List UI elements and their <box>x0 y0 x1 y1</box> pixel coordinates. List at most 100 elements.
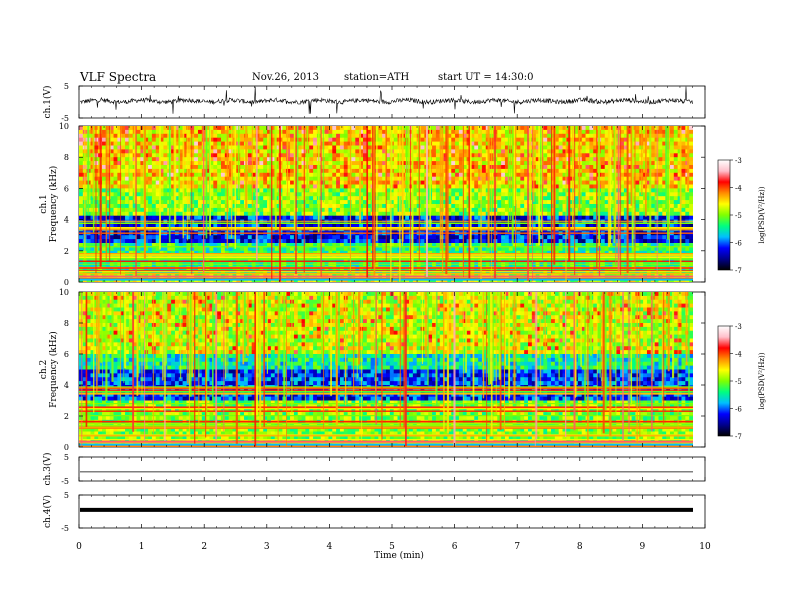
spectrogram-cell <box>190 176 195 181</box>
spectrogram-cell <box>301 153 306 158</box>
spectrogram-cell <box>343 196 349 201</box>
spectrogram-cell <box>125 188 130 193</box>
spectrogram-cell <box>148 161 153 166</box>
spectrogram-cell <box>132 219 137 224</box>
spectrogram-cell <box>662 176 667 181</box>
spectrogram-cell <box>301 126 306 131</box>
spectrogram-cell <box>531 219 537 224</box>
spectrogram-cell <box>267 207 272 213</box>
spectrogram-cell <box>669 137 675 142</box>
spectrogram-cell <box>217 168 222 174</box>
spectrogram-cell <box>355 204 360 209</box>
spectrogram-cell <box>339 200 345 205</box>
spectrogram-cell <box>574 126 579 131</box>
spectrogram-cell <box>313 200 318 205</box>
spectrogram-cell <box>524 192 529 197</box>
spectrogram-cell <box>581 126 586 131</box>
spectrogram-cell <box>451 184 456 189</box>
spectrogram-cell <box>182 235 187 240</box>
spectrogram-cell <box>620 188 625 193</box>
spectrogram-cell <box>543 153 548 158</box>
spectrogram-cell <box>382 235 387 240</box>
spectrogram-cell <box>136 129 141 135</box>
spectrogram-cell <box>478 141 483 146</box>
spectrogram-cell <box>339 145 345 150</box>
spectrogram-cell <box>558 196 563 201</box>
spectrogram-cell <box>282 204 287 209</box>
spectrogram-cell <box>347 180 352 185</box>
spectrogram-cell <box>159 172 164 178</box>
spectrogram-cell <box>182 200 187 205</box>
spectrogram-cell <box>355 176 360 181</box>
spectrogram-cell <box>504 161 510 166</box>
spectrogram-cell <box>604 176 609 181</box>
spectrogram-cell <box>109 129 114 135</box>
spectrogram-cell <box>217 211 222 217</box>
spectrogram-cell <box>389 204 395 209</box>
spectrogram-cell <box>79 141 84 146</box>
spectrogram-cell <box>151 133 157 139</box>
spectrogram-cell <box>562 180 567 185</box>
spectrogram-cell <box>439 235 444 240</box>
spectrogram-cell <box>600 153 606 158</box>
station-label: station=ATH <box>344 72 410 83</box>
spectrogram-cell <box>627 145 632 150</box>
spectrogram-cell <box>497 204 502 209</box>
spectrogram-cell <box>90 223 95 228</box>
spectrogram-cell <box>151 161 157 166</box>
spectrogram-cell <box>159 219 164 224</box>
spectrogram-cell <box>144 243 149 248</box>
spectrogram-cell <box>386 223 391 228</box>
spectrogram-cell <box>240 200 245 205</box>
spectrogram-cell <box>562 204 567 209</box>
spectrogram-cell <box>313 133 318 139</box>
spectrogram-cell <box>650 184 656 189</box>
spectrogram-cell <box>673 129 679 135</box>
spectrogram-cell <box>620 184 625 189</box>
spectrogram-cell <box>654 243 659 248</box>
spectrogram-cell <box>535 157 540 162</box>
spectrogram-cell <box>339 149 345 154</box>
spectrogram-cell <box>462 137 467 142</box>
spectrogram-cell <box>301 196 306 201</box>
spectrogram-cell <box>409 137 414 142</box>
spectrogram-cell <box>447 165 452 170</box>
spectrogram-cell <box>623 192 629 197</box>
spectrogram-cell <box>366 168 372 174</box>
spectrogram-cell <box>217 243 222 248</box>
spectrogram-cell <box>409 157 414 162</box>
spectrogram-cell <box>274 129 279 135</box>
spectrogram-cell <box>290 207 295 213</box>
spectrogram-cell <box>558 137 563 142</box>
spectrogram-cell <box>174 207 180 213</box>
spectrogram-cell <box>462 145 467 150</box>
spectrogram-cell <box>646 168 652 174</box>
spectrogram-cell <box>654 223 659 228</box>
spectrogram-cell <box>478 180 483 185</box>
spectrogram-cell <box>171 196 176 201</box>
spectrogram-cell <box>554 153 560 158</box>
spectrogram-cell <box>393 239 398 244</box>
spectrogram-cell <box>585 239 590 244</box>
spectrogram-cell <box>213 211 218 217</box>
spectrogram-cell <box>458 180 464 185</box>
spectrogram-cell <box>386 184 391 189</box>
spectrogram-cell <box>504 157 510 162</box>
spectrogram-cell <box>136 200 141 205</box>
start-time-label: start UT = 14:30:0 <box>438 72 534 83</box>
spectrogram-cell <box>155 168 160 174</box>
spectrogram-cell <box>650 161 656 166</box>
spectrogram-cell <box>623 137 629 142</box>
spectrogram-cell <box>313 243 318 248</box>
spectrogram-cell <box>650 168 656 174</box>
spectrogram-cell <box>574 180 579 185</box>
spectrogram-cell <box>562 153 567 158</box>
spectrogram-cell <box>635 211 640 217</box>
spectrogram-cell <box>263 215 268 220</box>
spectrogram-cell <box>297 196 302 201</box>
spectrogram-cell <box>547 184 552 189</box>
spectrogram-cell <box>455 165 460 170</box>
spectrogram-cell <box>451 215 456 220</box>
spectrogram-cell <box>155 149 160 154</box>
spectrogram-cell <box>420 239 425 244</box>
